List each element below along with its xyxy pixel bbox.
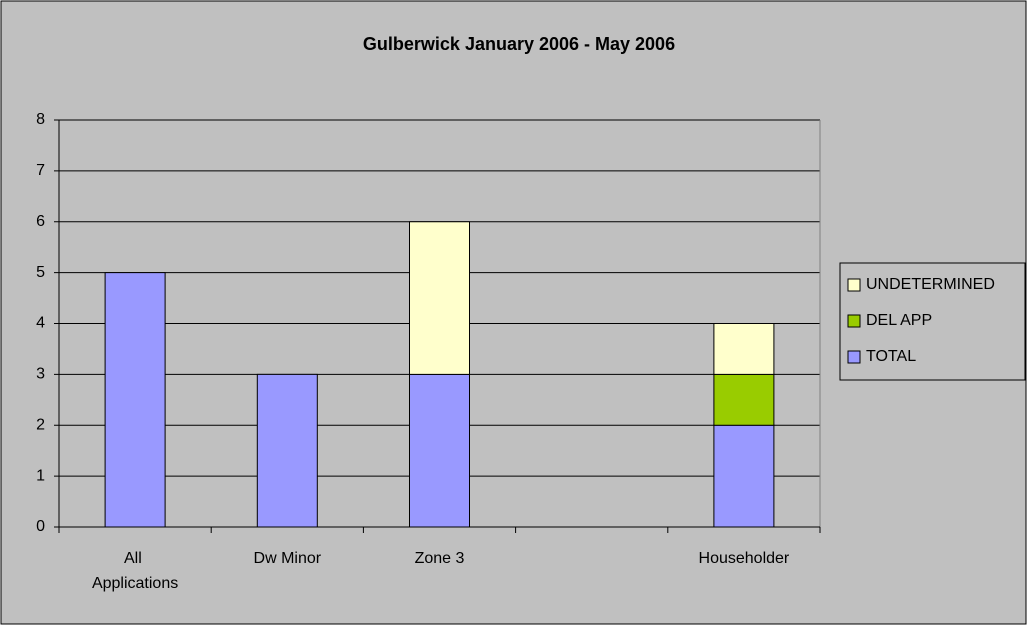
legend-swatch: [847, 350, 861, 364]
bar-segment: [713, 323, 775, 375]
bar-segment: [256, 373, 318, 528]
bar-segment: [409, 221, 470, 375]
legend-box: [839, 262, 1026, 381]
x-tick-label: Zone 3: [415, 550, 465, 567]
y-tick-label: 3: [36, 366, 45, 383]
y-tick-label: 4: [36, 315, 45, 332]
y-tick-label: 2: [36, 416, 45, 433]
legend-swatch: [847, 278, 861, 292]
y-tick-label: 8: [36, 111, 45, 128]
y-tick-label: 5: [36, 264, 45, 281]
x-tick-label: Householder: [699, 550, 790, 567]
chart-title: Gulberwick January 2006 - May 2006: [363, 34, 675, 54]
legend-swatch: [847, 314, 861, 328]
x-tick-label: All Applications: [92, 550, 178, 592]
x-tick-label: Dw Minor: [254, 550, 322, 567]
y-tick-label: 6: [36, 213, 45, 230]
bar-segment: [713, 373, 775, 426]
bar-segment: [409, 373, 470, 528]
y-tick-label: 7: [36, 162, 45, 179]
y-tick-label: 1: [36, 467, 45, 484]
y-tick-label: 0: [36, 518, 45, 535]
bar-segment: [104, 272, 166, 528]
legend-label: UNDETERMINED: [866, 276, 995, 293]
legend-label: TOTAL: [866, 348, 916, 365]
bar-segment: [713, 424, 775, 528]
legend-label: DEL APP: [866, 312, 932, 329]
